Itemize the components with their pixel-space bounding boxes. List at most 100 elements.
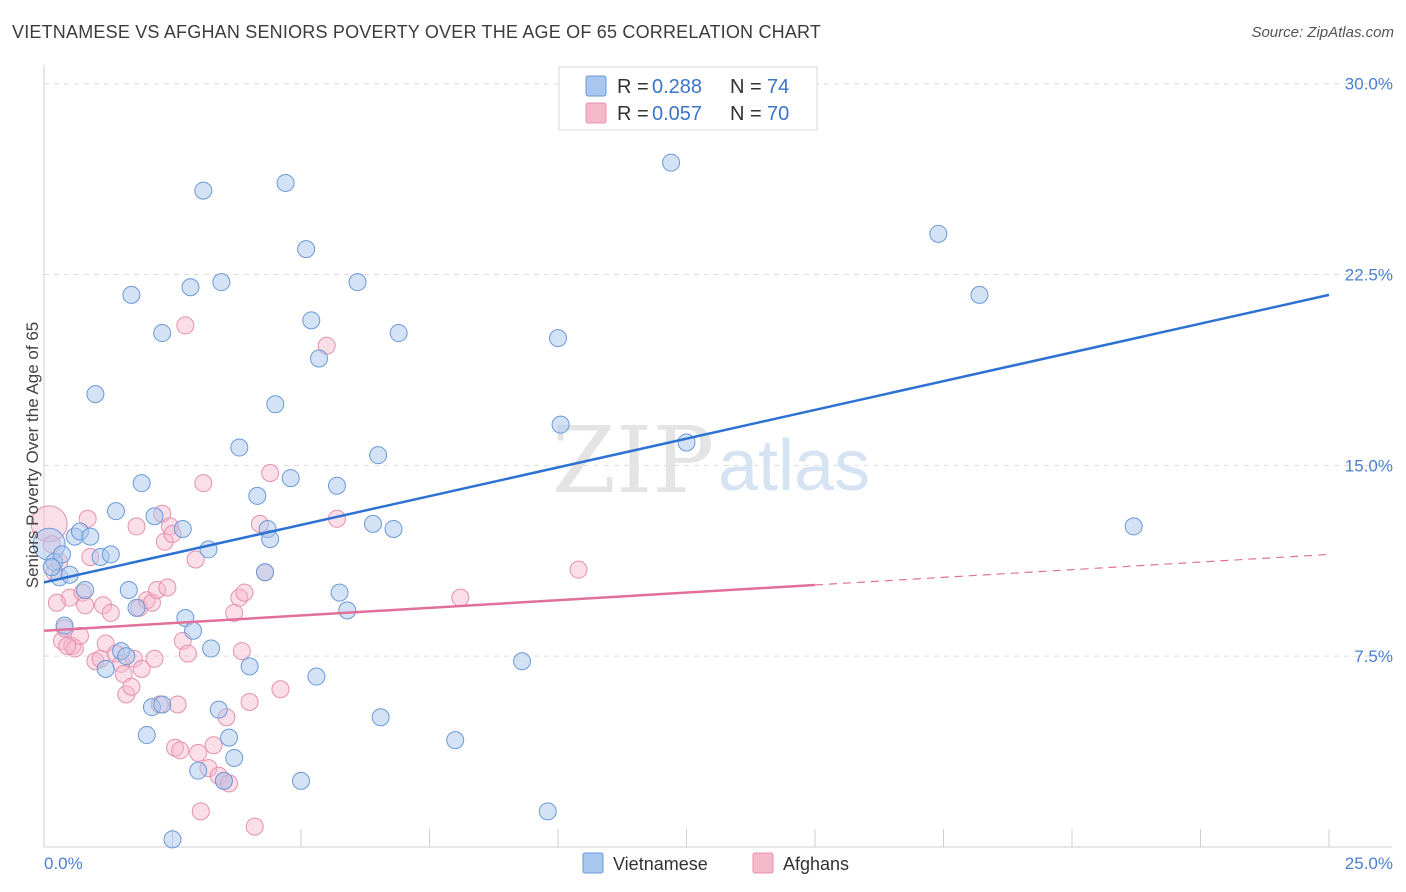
vietnamese-point bbox=[194, 181, 213, 200]
afghans-point bbox=[204, 736, 223, 755]
vietnamese-point bbox=[184, 621, 203, 640]
afghans-point bbox=[178, 644, 197, 663]
vietnamese-point bbox=[76, 581, 95, 600]
legend-swatch-vietnamese bbox=[585, 75, 607, 97]
afghans-point bbox=[63, 637, 82, 656]
vietnamese-point bbox=[302, 311, 321, 330]
source-label: Source: ZipAtlas.com bbox=[1251, 24, 1394, 41]
legend-n-value-vietnamese: 74 bbox=[767, 76, 789, 98]
vietnamese-point bbox=[212, 273, 231, 292]
x-tick-labels: 0.0% 25.0% bbox=[44, 854, 1393, 873]
vietnamese-point bbox=[230, 438, 249, 457]
vietnamese-point bbox=[153, 695, 172, 714]
watermark-zip: ZIP bbox=[552, 407, 714, 514]
legend-r-label-vietnamese: R = bbox=[617, 76, 649, 98]
afghans-point bbox=[194, 474, 213, 493]
afghans-point bbox=[122, 677, 141, 696]
vietnamese-point bbox=[181, 278, 200, 297]
watermark: ZIP atlas bbox=[552, 407, 870, 514]
afghans-point bbox=[94, 596, 113, 615]
vietnamese-point bbox=[384, 519, 403, 538]
vietnamese-point bbox=[127, 598, 146, 617]
afghans-point bbox=[168, 695, 187, 714]
afghans-point bbox=[171, 741, 190, 760]
vietnamese-point bbox=[297, 240, 316, 259]
afghans-point bbox=[261, 463, 280, 482]
vietnamese-point bbox=[52, 545, 71, 564]
vietnamese-point bbox=[137, 726, 156, 745]
vietnamese-point bbox=[513, 652, 532, 671]
afghans-point bbox=[148, 581, 167, 600]
afghans-trend-line bbox=[43, 583, 816, 632]
vietnamese-point bbox=[145, 507, 164, 526]
vietnamese-points bbox=[32, 153, 1143, 849]
afghans-point bbox=[76, 596, 95, 615]
afghans-point bbox=[232, 642, 251, 661]
afghans-point bbox=[271, 680, 290, 699]
x-tick-label-0: 0.0% bbox=[44, 854, 83, 873]
vietnamese-point bbox=[214, 771, 233, 790]
afghans-points bbox=[30, 316, 588, 836]
y-tick-label-1: 15.0% bbox=[1345, 456, 1393, 475]
bottom-legend-afghans: Afghans bbox=[783, 854, 849, 874]
vietnamese-point bbox=[929, 224, 948, 243]
vietnamese-point bbox=[55, 616, 74, 635]
chart-title: VIETNAMESE VS AFGHAN SENIORS POVERTY OVE… bbox=[12, 22, 822, 42]
vietnamese-point bbox=[446, 731, 465, 750]
afghans-point bbox=[176, 316, 195, 335]
y-tick-label-3: 30.0% bbox=[1345, 75, 1393, 94]
vietnamese-point bbox=[363, 514, 382, 533]
vietnamese-point bbox=[281, 469, 300, 488]
vietnamese-point bbox=[276, 173, 295, 192]
afghans-point bbox=[569, 560, 588, 579]
vietnamese-point bbox=[209, 700, 228, 719]
vietnamese-point bbox=[248, 486, 267, 505]
bottom-legend-vietnamese: Vietnamese bbox=[613, 854, 708, 874]
vietnamese-point bbox=[153, 324, 172, 343]
vietnamese-point bbox=[101, 545, 120, 564]
vietnamese-point bbox=[96, 659, 115, 678]
legend-r-value-vietnamese: 0.288 bbox=[652, 76, 702, 98]
vietnamese-point bbox=[117, 647, 136, 666]
afghans-point bbox=[166, 738, 185, 757]
vietnamese-point bbox=[292, 771, 310, 790]
vietnamese-point bbox=[256, 563, 275, 582]
vietnamese-point bbox=[549, 329, 567, 348]
vietnamese-point bbox=[189, 761, 208, 780]
vietnamese-trend-line bbox=[43, 293, 1330, 584]
vietnamese-point bbox=[266, 395, 285, 414]
afghans-trend-line-extension bbox=[814, 553, 1330, 586]
vietnamese-point bbox=[132, 474, 151, 493]
afghans-point bbox=[127, 517, 146, 536]
vietnamese-point bbox=[81, 527, 100, 546]
y-tick-labels: 7.5% 15.0% 22.5% 30.0% bbox=[1345, 75, 1393, 666]
legend-n-value-afghans: 70 bbox=[767, 103, 789, 125]
bottom-legend: Vietnamese Afghans bbox=[582, 852, 849, 874]
afghans-point bbox=[145, 649, 164, 668]
vietnamese-point bbox=[330, 583, 349, 602]
vietnamese-point bbox=[348, 273, 367, 292]
legend-box: R = 0.288 N = 74 R = 0.057 N = 70 bbox=[558, 66, 818, 131]
y-tick-label-2: 22.5% bbox=[1345, 266, 1393, 285]
afghans-point bbox=[230, 588, 249, 607]
afghans-point bbox=[245, 817, 264, 836]
vietnamese-point bbox=[309, 349, 328, 368]
afghans-point bbox=[191, 802, 210, 821]
vietnamese-point bbox=[338, 601, 357, 620]
legend-r-label-afghans: R = bbox=[617, 103, 649, 125]
vietnamese-point bbox=[106, 502, 125, 521]
bottom-legend-swatch-afghans bbox=[752, 852, 774, 874]
legend-swatch-afghans bbox=[585, 102, 607, 124]
vietnamese-point bbox=[551, 415, 570, 434]
vietnamese-point bbox=[225, 748, 244, 767]
afghans-point bbox=[47, 593, 66, 612]
vietnamese-point bbox=[220, 728, 239, 747]
legend-r-value-afghans: 0.057 bbox=[652, 103, 702, 125]
vietnamese-point bbox=[538, 802, 557, 821]
vietnamese-point bbox=[240, 657, 259, 676]
afghans-point bbox=[132, 659, 151, 678]
vietnamese-point bbox=[307, 667, 326, 686]
vietnamese-point bbox=[662, 153, 681, 172]
vietnamese-point bbox=[970, 285, 989, 304]
